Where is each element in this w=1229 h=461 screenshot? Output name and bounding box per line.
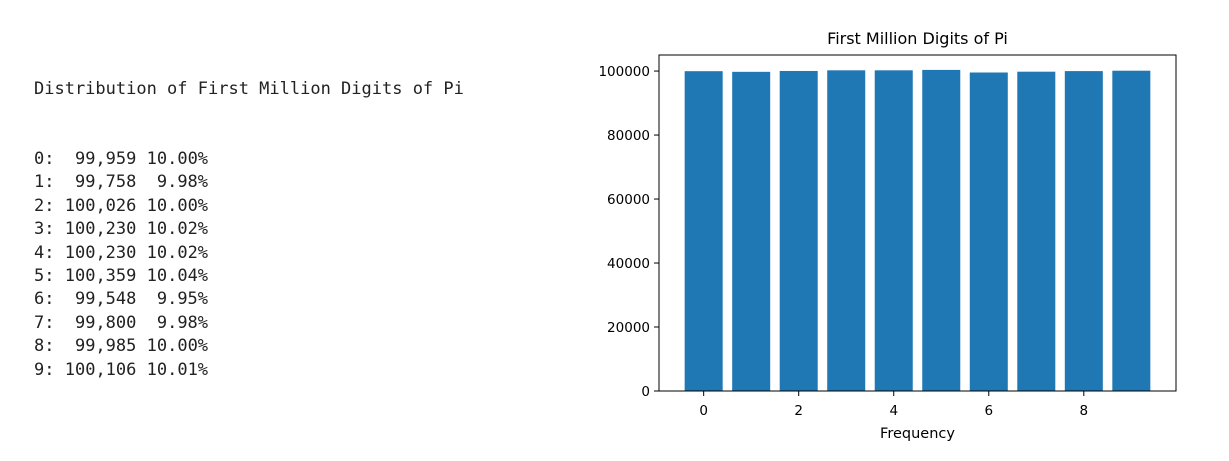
x-axis-label: Frequency (880, 426, 955, 442)
row-digit: 2 (34, 195, 45, 216)
x-tick-label: 2 (794, 403, 803, 419)
console-output: Distribution of First Million Digits of … (34, 31, 464, 405)
row-percent: 9.98% (156, 312, 209, 333)
console-row: 0: 99,959 10.00% (34, 148, 464, 171)
console-heading: Distribution of First Million Digits of … (34, 78, 464, 99)
row-digit: 1 (34, 172, 45, 193)
console-row: 3: 100,230 10.02% (34, 218, 464, 241)
console-rows: 0: 99,959 10.00% 1: 99,758 9.98% 2: 100,026 1… (34, 148, 464, 382)
console-row: 1: 99,758 9.98% (34, 171, 464, 194)
row-percent: 10.02% (146, 219, 209, 240)
console-row: 2: 100,026 10.00% (34, 195, 464, 218)
row-digit: 6 (34, 289, 45, 310)
row-count: 100,230 (64, 219, 137, 240)
row-count: 100,230 (64, 242, 137, 263)
chart-title: First Million Digits of Pi (827, 29, 1008, 48)
y-ticks: 0 20000 40000 60000 80000 100000 (598, 64, 659, 400)
bar-chart: 0 2 4 6 8 0 20000 40000 60000 80000 100000 First … (598, 29, 1177, 442)
row-count: 99,959 (74, 149, 137, 170)
bar-digit-9 (1112, 70, 1151, 392)
row-percent: 10.04% (146, 265, 209, 286)
row-percent: 10.01% (146, 359, 209, 380)
x-tick-label: 4 (889, 403, 898, 419)
row-count: 99,800 (74, 312, 137, 333)
x-tick-label: 6 (984, 403, 993, 419)
console-row: 8: 99,985 10.00% (34, 335, 464, 358)
bar-digit-6 (969, 72, 1008, 391)
bar-digit-5 (922, 69, 961, 391)
bar-digit-1 (732, 71, 771, 392)
row-percent: 10.00% (146, 149, 209, 170)
row-digit: 5 (34, 265, 45, 286)
row-digit: 8 (34, 336, 45, 357)
row-digit: 3 (34, 219, 45, 240)
row-count: 100,026 (64, 195, 137, 216)
y-tick-label: 60000 (607, 192, 650, 208)
bar-digit-2 (779, 70, 818, 391)
y-tick-label: 100000 (598, 64, 650, 80)
console-row: 7: 99,800 9.98% (34, 312, 464, 335)
y-tick-label: 20000 (607, 320, 650, 336)
row-percent: 9.98% (156, 172, 209, 193)
row-count: 99,985 (74, 336, 137, 357)
x-tick-label: 8 (1080, 403, 1089, 419)
bars (684, 69, 1151, 392)
bar-digit-4 (874, 70, 913, 392)
y-tick-label: 80000 (607, 128, 650, 144)
console-row: 9: 100,106 10.01% (34, 359, 464, 382)
x-tick-label: 0 (699, 403, 708, 419)
bar-digit-3 (827, 70, 866, 392)
row-digit: 9 (34, 359, 45, 380)
bar-digit-8 (1064, 71, 1103, 391)
row-count: 99,548 (74, 289, 137, 310)
row-count: 100,359 (64, 265, 137, 286)
row-count: 99,758 (74, 172, 137, 193)
row-digit: 7 (34, 312, 45, 333)
console-row: 6: 99,548 9.95% (34, 288, 464, 311)
row-digit: 4 (34, 242, 45, 263)
x-ticks: 0 2 4 6 8 (699, 391, 1088, 419)
y-tick-label: 0 (641, 384, 650, 400)
row-percent: 10.02% (146, 242, 209, 263)
console-row: 5: 100,359 10.04% (34, 265, 464, 288)
row-count: 100,106 (64, 359, 137, 380)
row-percent: 10.00% (146, 336, 209, 357)
bar-digit-7 (1017, 71, 1056, 392)
plot-frame (658, 54, 1177, 392)
console-row: 4: 100,230 10.02% (34, 242, 464, 265)
row-percent: 9.95% (156, 289, 209, 310)
bar-digit-0 (684, 71, 723, 391)
y-tick-label: 40000 (607, 256, 650, 272)
row-percent: 10.00% (146, 195, 209, 216)
row-digit: 0 (34, 149, 45, 170)
